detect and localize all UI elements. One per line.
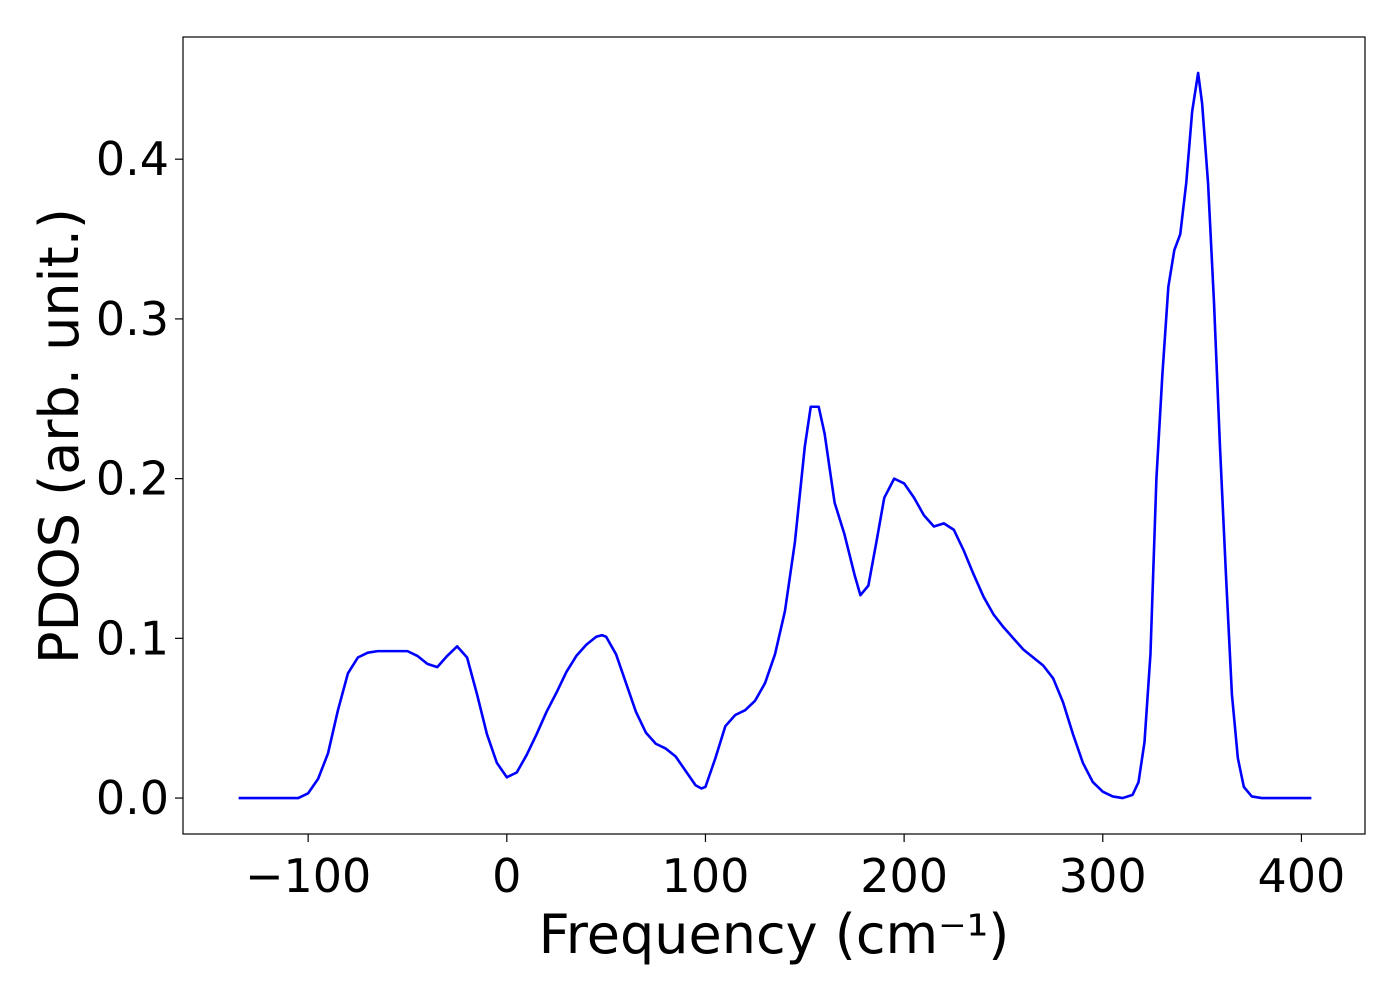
x-tick-label: 300 [1059, 849, 1147, 903]
x-tick-label: 0 [492, 849, 521, 903]
x-tick-label: 200 [860, 849, 948, 903]
x-tick-label: 400 [1258, 849, 1346, 903]
x-axis-label: Frequency (cm⁻¹) [539, 903, 1010, 966]
x-tick-label: −100 [245, 849, 371, 903]
y-tick-label: 0.0 [96, 771, 169, 825]
y-tick-label: 0.3 [96, 292, 169, 346]
y-tick-label: 0.1 [96, 611, 169, 665]
y-tick-label: 0.2 [96, 452, 169, 506]
y-tick-label: 0.4 [96, 132, 169, 186]
data-line [238, 71, 1312, 800]
plot-frame [182, 36, 1366, 835]
x-tick-label: 100 [662, 849, 750, 903]
y-axis-label: PDOS (arb. unit.) [28, 208, 91, 664]
